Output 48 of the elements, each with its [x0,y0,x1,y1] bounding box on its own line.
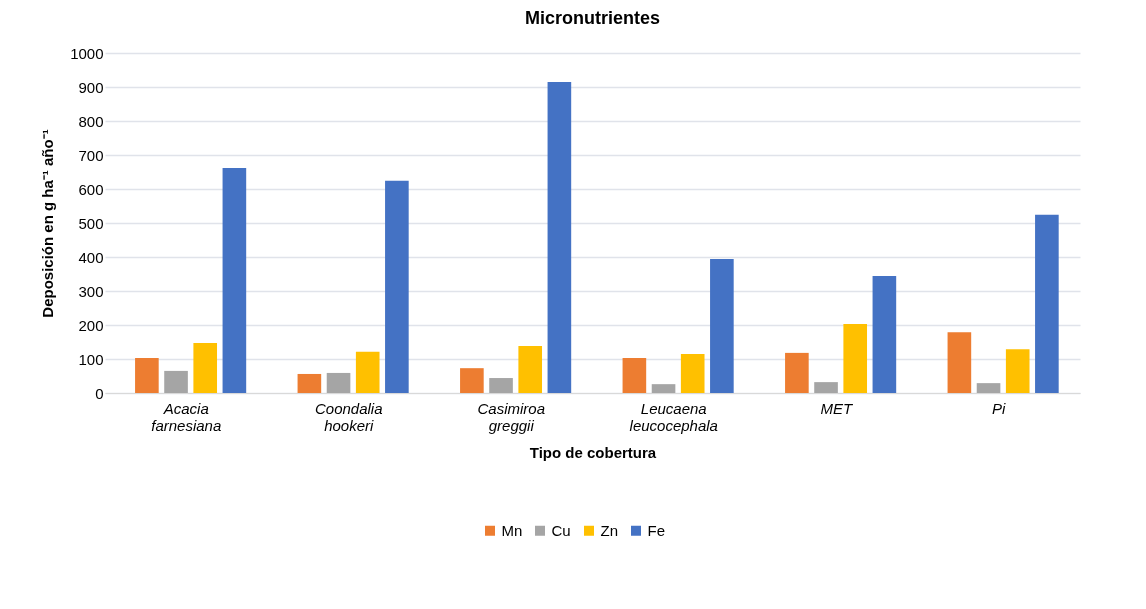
bar [1035,214,1059,393]
y-tick-label: 0 [95,384,104,402]
y-tick-label: 400 [78,248,104,266]
x-tick-label: MET [820,399,854,417]
bar [164,370,188,393]
bar [1005,349,1030,393]
y-tick-label: 1000 [70,44,104,62]
y-tick-label: 500 [78,214,104,232]
y-axis-title: Deposición en g ha⁻¹ año⁻¹ [39,129,57,318]
legend-label: Cu [551,521,571,539]
y-tick-label: 300 [78,282,104,300]
bar [680,353,705,393]
y-tick-label: 900 [78,78,104,96]
bar [518,346,543,393]
chart-title: Micronutrientes [524,8,661,28]
bar [872,276,897,393]
bar [710,259,734,393]
x-axis-title: Tipo de cobertura [529,443,657,461]
y-tick-label: 700 [78,146,104,164]
bar [193,343,218,393]
bar [947,332,972,393]
bar [222,167,247,393]
bar [843,323,868,393]
bar [355,351,380,393]
bar [622,357,647,393]
y-tick-label: 100 [78,350,104,368]
bar [814,382,838,393]
y-tick-label: 800 [78,112,104,130]
bar [460,368,484,393]
x-tick-label: Pi [992,399,1007,417]
x-tick-label: Acacia farnesiana [151,399,222,434]
y-tick-label: 200 [78,316,104,334]
bar [135,357,159,393]
bar [489,378,513,393]
bar [976,383,1001,393]
bar [785,352,809,393]
bar [297,373,322,393]
bar [326,372,351,393]
bar [651,384,676,393]
legend-label: Mn [501,521,523,539]
legend-label: Fe [647,521,666,539]
x-tick-label: Casimiroa greggii [477,399,546,434]
x-tick-label: Leucaena leucocephala [629,399,718,434]
bar [385,180,409,393]
bar [547,81,572,393]
legend-label: Zn [600,521,619,539]
x-tick-label: Coondalia hookeri [314,399,383,434]
y-tick-label: 600 [78,180,104,198]
